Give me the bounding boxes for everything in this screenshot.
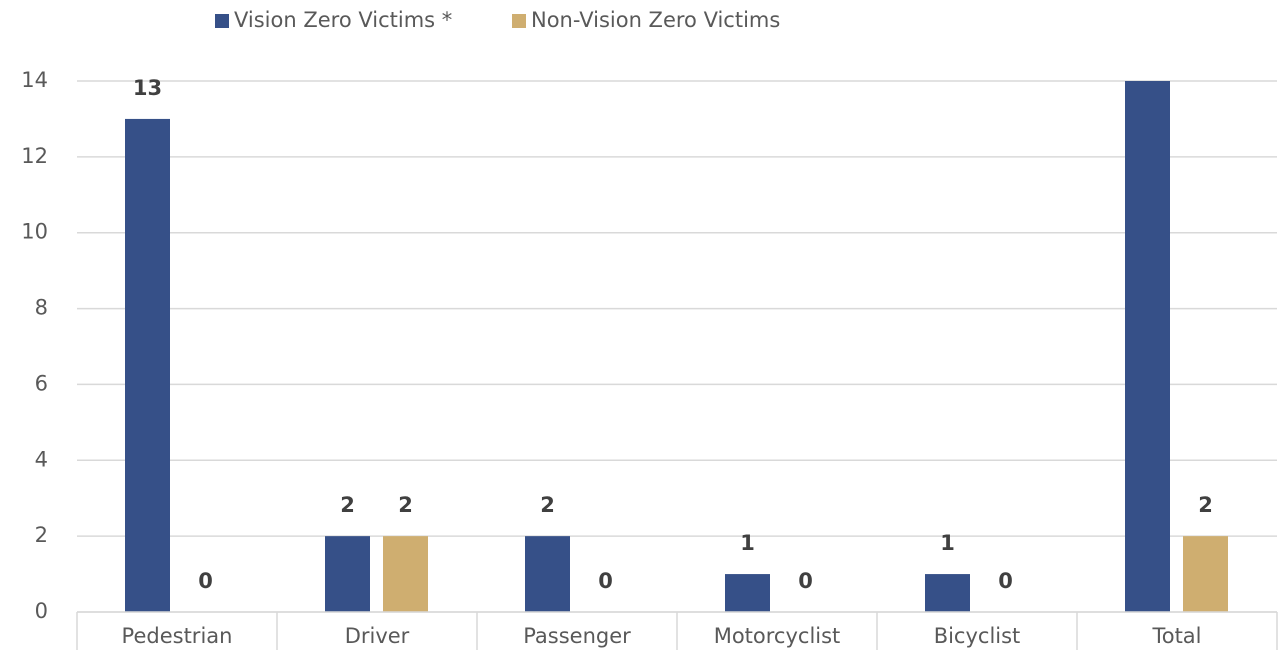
data-label: 0 bbox=[198, 569, 213, 593]
y-tick-label: 0 bbox=[35, 599, 48, 623]
bar bbox=[1183, 536, 1228, 612]
y-tick-label: 2 bbox=[35, 523, 48, 547]
data-label: 2 bbox=[340, 493, 355, 517]
y-tick-label: 6 bbox=[35, 371, 48, 395]
data-label: 0 bbox=[998, 569, 1013, 593]
data-label: 2 bbox=[1198, 493, 1213, 517]
data-label: 2 bbox=[398, 493, 413, 517]
x-tick-label: Pedestrian bbox=[122, 624, 233, 648]
bar bbox=[725, 574, 770, 612]
bar bbox=[525, 536, 570, 612]
data-label: 0 bbox=[598, 569, 613, 593]
bar bbox=[925, 574, 970, 612]
legend-label: Vision Zero Victims * bbox=[234, 8, 452, 32]
bar bbox=[383, 536, 428, 612]
legend-swatch bbox=[215, 14, 229, 28]
y-tick-label: 10 bbox=[21, 220, 48, 244]
data-label: 0 bbox=[798, 569, 813, 593]
data-label: 13 bbox=[133, 76, 162, 100]
bars bbox=[125, 81, 1228, 612]
data-label: 1 bbox=[740, 531, 755, 555]
y-tick-label: 14 bbox=[21, 68, 48, 92]
bar bbox=[125, 118, 170, 612]
y-tick-label: 4 bbox=[35, 447, 48, 471]
bar bbox=[1125, 81, 1170, 612]
data-label: 2 bbox=[540, 493, 555, 517]
x-tick-label: Motorcyclist bbox=[714, 624, 841, 648]
data-label: 1 bbox=[940, 531, 955, 555]
y-tick-label: 12 bbox=[21, 144, 48, 168]
x-tick-label: Bicyclist bbox=[934, 624, 1021, 648]
x-tick-label: Total bbox=[1151, 624, 1201, 648]
x-tick-label: Passenger bbox=[523, 624, 631, 648]
legend-swatch bbox=[512, 14, 526, 28]
bar bbox=[325, 536, 370, 612]
legend-label: Non-Vision Zero Victims bbox=[531, 8, 780, 32]
y-tick-label: 8 bbox=[35, 296, 48, 320]
x-tick-label: Driver bbox=[345, 624, 410, 648]
